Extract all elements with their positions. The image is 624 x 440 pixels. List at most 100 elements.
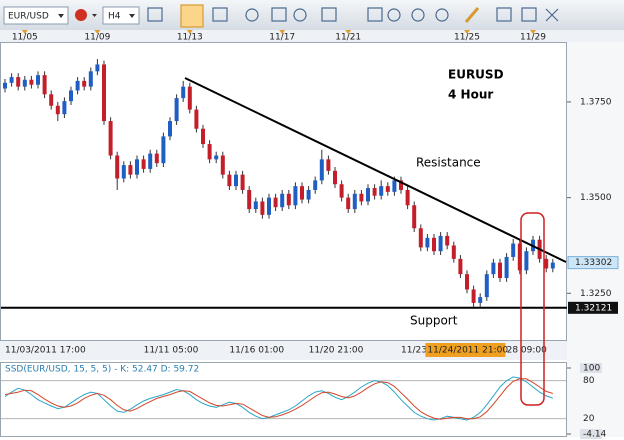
tool-icon[interactable] xyxy=(387,8,401,22)
chart-type-icon[interactable] xyxy=(147,7,163,22)
resistance-trendline xyxy=(184,77,567,263)
candles xyxy=(3,59,555,309)
candle-body xyxy=(88,71,93,87)
candle-body xyxy=(379,186,384,196)
symbol-dropdown[interactable] xyxy=(3,6,69,25)
candle-body xyxy=(108,121,113,156)
date-marker xyxy=(94,30,101,34)
candle-body xyxy=(504,256,509,278)
candle-body xyxy=(432,237,436,252)
candle-body xyxy=(148,153,153,169)
candle-body xyxy=(306,189,311,200)
y-tick-label: 1.3250 xyxy=(580,289,612,299)
candle-body xyxy=(372,188,377,196)
candle-body xyxy=(550,262,555,269)
candle-body xyxy=(135,159,139,175)
timeframe: H4 xyxy=(108,12,121,22)
tool-icon[interactable] xyxy=(521,7,537,22)
candle-body xyxy=(385,186,390,192)
candle-body xyxy=(286,193,291,206)
candle-body xyxy=(240,174,245,190)
candle-body xyxy=(458,258,463,275)
tools-icon[interactable] xyxy=(545,8,559,22)
tick-label-box xyxy=(580,429,602,439)
tool-icon[interactable] xyxy=(293,8,307,22)
candle-body xyxy=(187,86,192,110)
x-tick-label: 11/03/2011 17:00 xyxy=(5,346,86,356)
x-tick-label: 11/23 xyxy=(401,346,427,356)
candle-body xyxy=(128,165,133,175)
candle-body xyxy=(313,180,318,190)
highlight-box xyxy=(520,212,545,406)
candle-body xyxy=(234,174,238,187)
candle-body xyxy=(491,262,496,275)
annotation: EURUSD xyxy=(448,68,504,82)
bottom-date-strip xyxy=(0,341,567,360)
candle-body xyxy=(293,186,298,206)
candle-body xyxy=(471,289,476,303)
tool-icon[interactable] xyxy=(367,7,383,22)
active-tool-icon[interactable] xyxy=(180,4,204,28)
ruler-icon[interactable] xyxy=(464,7,480,23)
candle-body xyxy=(214,155,219,160)
candle-body xyxy=(478,297,483,303)
oscillator-panel xyxy=(0,362,567,437)
candle-body xyxy=(253,201,258,210)
date-marker xyxy=(279,30,286,34)
image-icon[interactable] xyxy=(496,7,512,22)
candle-body xyxy=(280,193,285,208)
annotation: Support xyxy=(410,314,458,328)
candle-body xyxy=(49,94,54,106)
crosshair-date-box xyxy=(425,343,506,357)
support-price-label: 1.32121 xyxy=(575,303,612,313)
candle-body xyxy=(484,274,489,298)
top-date-strip xyxy=(0,30,624,42)
oscillator-title: SSD(EUR/USD, 15, 5, 5) - K: 52.47 D: 59.… xyxy=(5,365,199,375)
candle-body xyxy=(62,101,67,115)
x-tick-label: 11/11 05:00 xyxy=(144,346,199,356)
candle-body xyxy=(451,245,456,259)
tool-icon[interactable] xyxy=(435,8,449,22)
candle-body xyxy=(418,228,423,248)
candle-body xyxy=(445,235,450,246)
candle-body xyxy=(174,98,179,122)
tool-icon[interactable] xyxy=(411,8,425,22)
top-date-label: 11/09 xyxy=(84,33,110,43)
candle-body xyxy=(115,155,120,179)
top-date-label: 11/13 xyxy=(177,33,203,43)
candle-body xyxy=(227,174,232,187)
tool-icon[interactable] xyxy=(245,8,259,22)
candle-body xyxy=(273,197,278,208)
candle-body xyxy=(141,159,146,169)
crosshair-date-label: 11/24/2011 21:00 xyxy=(427,346,508,356)
candle-body xyxy=(544,258,549,269)
zoom-icon[interactable] xyxy=(321,7,337,22)
current-price-label: 1.33302 xyxy=(575,258,612,268)
candle-body xyxy=(69,90,73,102)
candle-body xyxy=(346,197,351,210)
dropdown-arrow xyxy=(129,14,135,18)
candle-body xyxy=(517,243,522,271)
candle-body xyxy=(392,180,397,192)
candle-body xyxy=(339,184,344,198)
candle-body xyxy=(82,80,87,87)
candle-body xyxy=(465,274,469,290)
timeframe-dropdown[interactable] xyxy=(102,6,140,25)
candle-body xyxy=(405,189,410,206)
tool-icon[interactable] xyxy=(212,7,228,22)
date-marker xyxy=(186,30,193,34)
candle-body xyxy=(29,79,34,85)
candle-body xyxy=(95,64,100,72)
date-marker xyxy=(21,30,28,34)
candle-body xyxy=(55,105,60,115)
date-marker xyxy=(345,30,352,34)
candle-body xyxy=(267,197,271,215)
top-date-label: 11/17 xyxy=(269,33,295,43)
tool-icon[interactable] xyxy=(271,7,287,22)
candle-body xyxy=(201,128,205,145)
x-tick-label: 11/16 01:00 xyxy=(229,346,284,356)
record-icon[interactable] xyxy=(75,9,87,21)
candle-body xyxy=(194,109,199,129)
y-tick-label: 100 xyxy=(583,364,600,374)
candle-body xyxy=(207,144,212,160)
